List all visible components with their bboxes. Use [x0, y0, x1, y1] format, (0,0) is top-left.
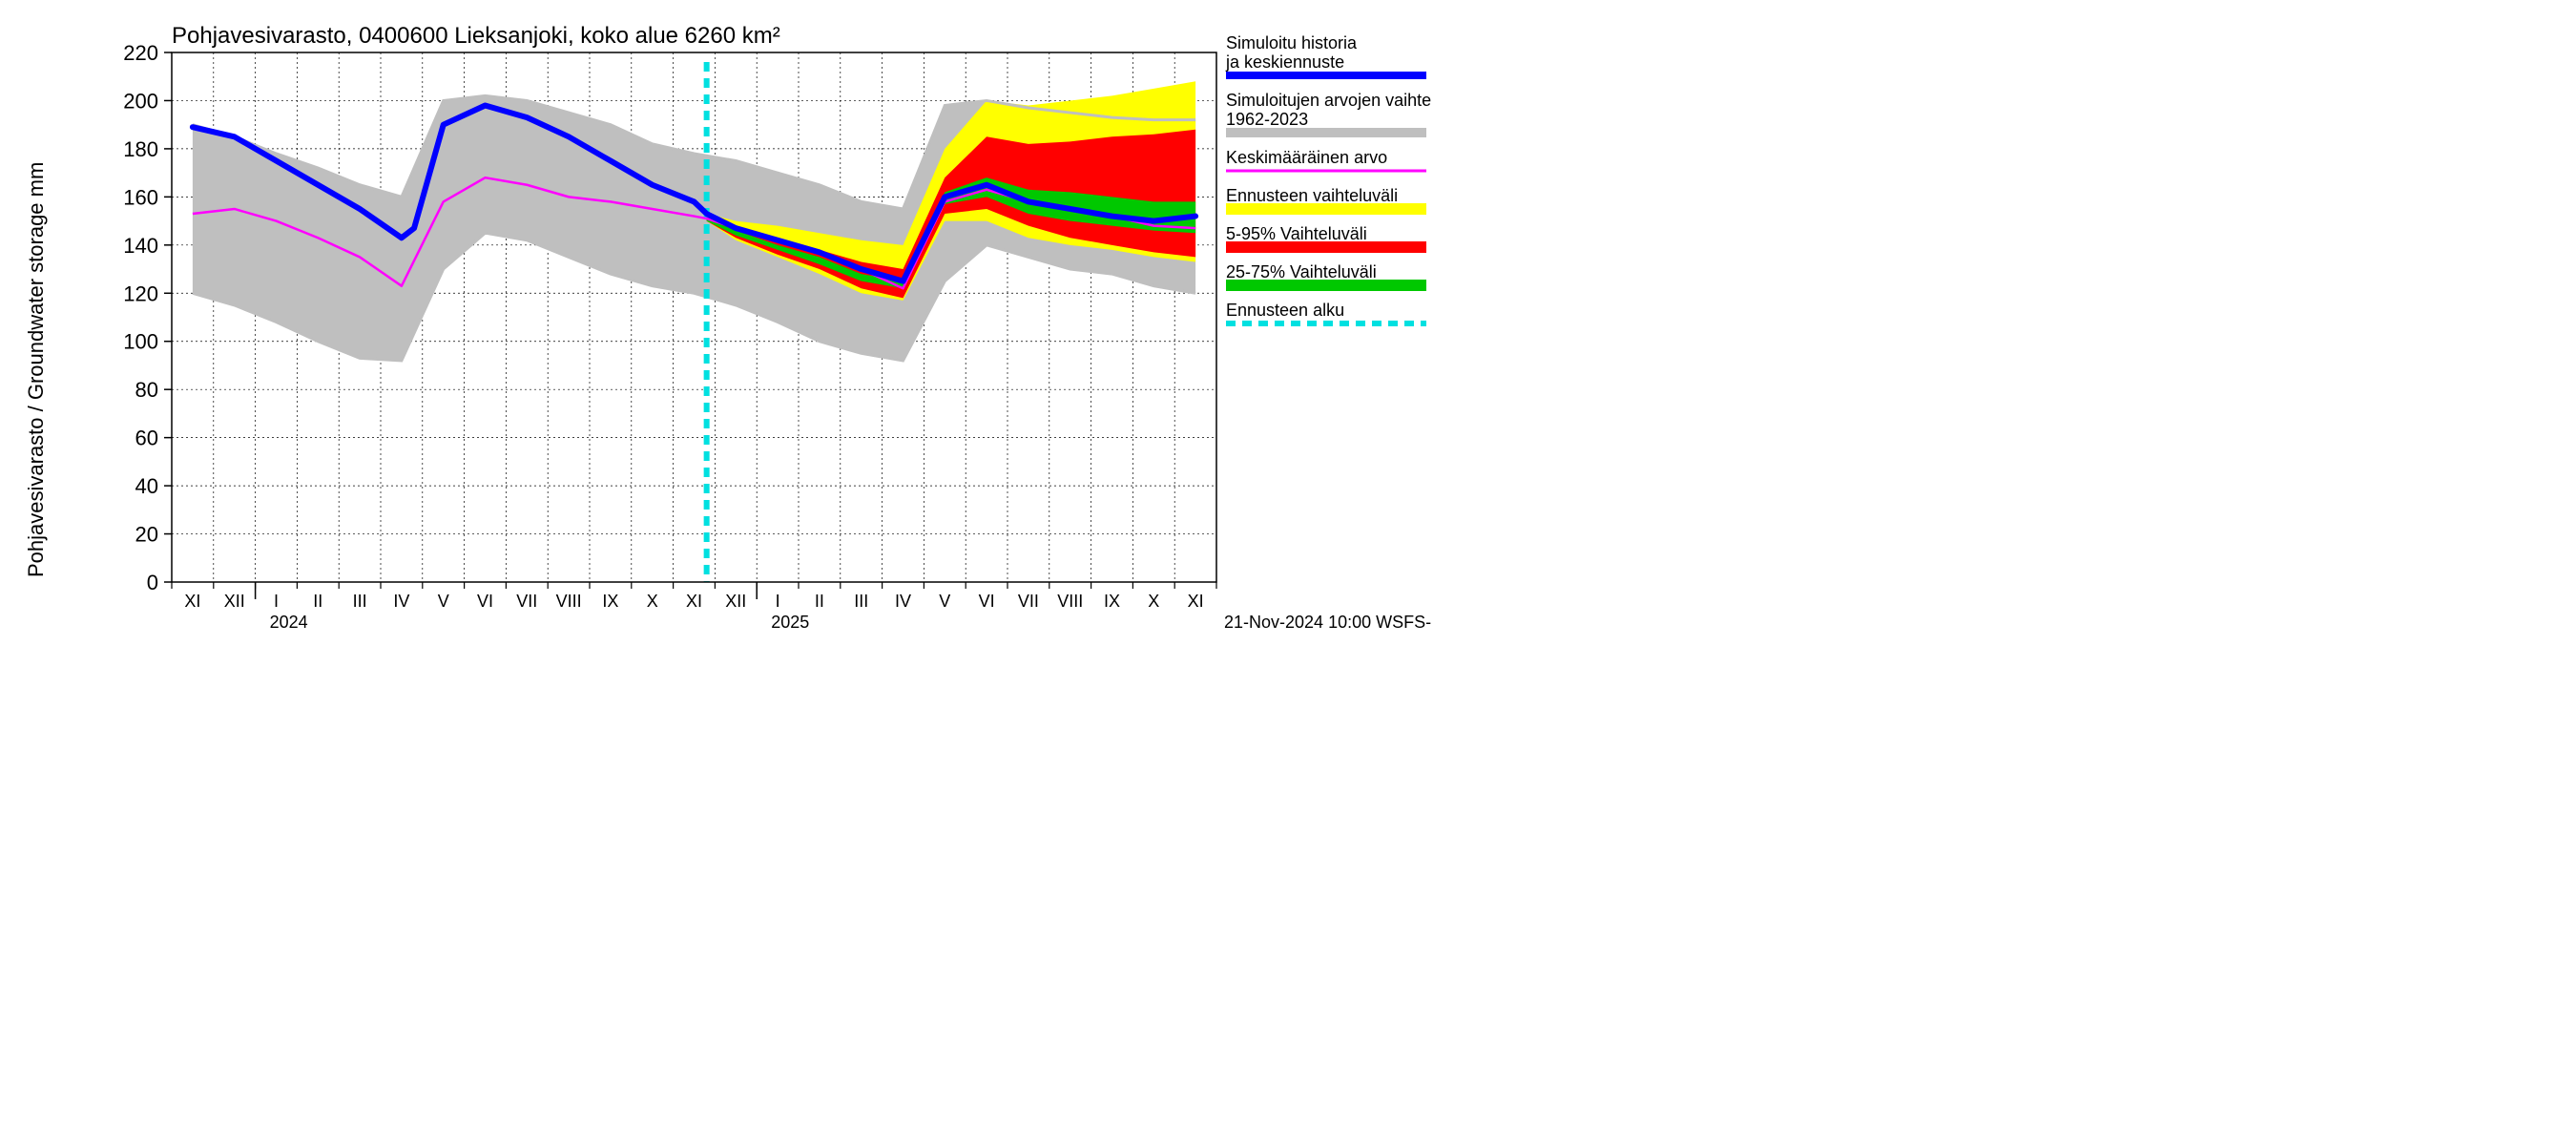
ytick-label: 100	[123, 330, 158, 354]
month-label: X	[1148, 592, 1159, 611]
y-axis-label: Pohjavesivarasto / Groundwater storage m…	[24, 162, 48, 577]
ytick-label: 200	[123, 89, 158, 113]
month-label: II	[313, 592, 322, 611]
month-label: IX	[602, 592, 618, 611]
month-label: VI	[477, 592, 493, 611]
legend-label: Ennusteen alku	[1226, 301, 1344, 320]
legend-label: 1962-2023	[1226, 110, 1308, 129]
legend-label: Simuloitujen arvojen vaihteluväli	[1226, 91, 1431, 110]
month-label: IX	[1104, 592, 1120, 611]
ytick-label: 0	[147, 571, 158, 594]
ytick-label: 40	[135, 474, 158, 498]
ytick-label: 220	[123, 41, 158, 65]
legend-label: Ennusteen vaihteluväli	[1226, 186, 1398, 205]
ytick-label: 160	[123, 185, 158, 209]
month-label: V	[438, 592, 449, 611]
month-label: V	[939, 592, 950, 611]
ytick-label: 20	[135, 523, 158, 547]
ytick-label: 140	[123, 234, 158, 258]
legend-swatch	[1226, 241, 1426, 253]
legend-label: 25-75% Vaihteluväli	[1226, 262, 1377, 281]
month-label: VIII	[1057, 592, 1083, 611]
month-label: X	[647, 592, 658, 611]
legend-swatch	[1226, 203, 1426, 215]
year-label: 2025	[771, 613, 809, 632]
legend-label: ja keskiennuste	[1225, 52, 1344, 72]
month-label: II	[815, 592, 824, 611]
month-label: XII	[224, 592, 245, 611]
month-label: IV	[895, 592, 911, 611]
legend-label: Keskimääräinen arvo	[1226, 148, 1387, 167]
legend-label: Simuloitu historia	[1226, 33, 1358, 52]
ytick-label: 180	[123, 137, 158, 161]
ytick-label: 80	[135, 378, 158, 402]
legend-label: 5-95% Vaihteluväli	[1226, 224, 1367, 243]
month-label: XII	[725, 592, 746, 611]
month-label: VII	[1018, 592, 1039, 611]
month-label: IV	[393, 592, 409, 611]
month-label: I	[274, 592, 279, 611]
month-label: III	[353, 592, 367, 611]
legend-swatch	[1226, 280, 1426, 291]
month-label: VII	[516, 592, 537, 611]
ytick-label: 60	[135, 427, 158, 450]
month-label: VIII	[556, 592, 582, 611]
ytick-label: 120	[123, 281, 158, 305]
chart-title: Pohjavesivarasto, 0400600 Lieksanjoki, k…	[172, 23, 780, 49]
month-label: III	[854, 592, 868, 611]
month-label: XI	[184, 592, 200, 611]
footer-timestamp: 21-Nov-2024 10:00 WSFS-O	[1224, 613, 1431, 632]
month-label: VI	[979, 592, 995, 611]
month-label: XI	[686, 592, 702, 611]
groundwater-chart: 020406080100120140160180200220XIXIIIIIII…	[0, 0, 1431, 639]
year-label: 2024	[270, 613, 308, 632]
month-label: XI	[1188, 592, 1204, 611]
month-label: I	[776, 592, 780, 611]
